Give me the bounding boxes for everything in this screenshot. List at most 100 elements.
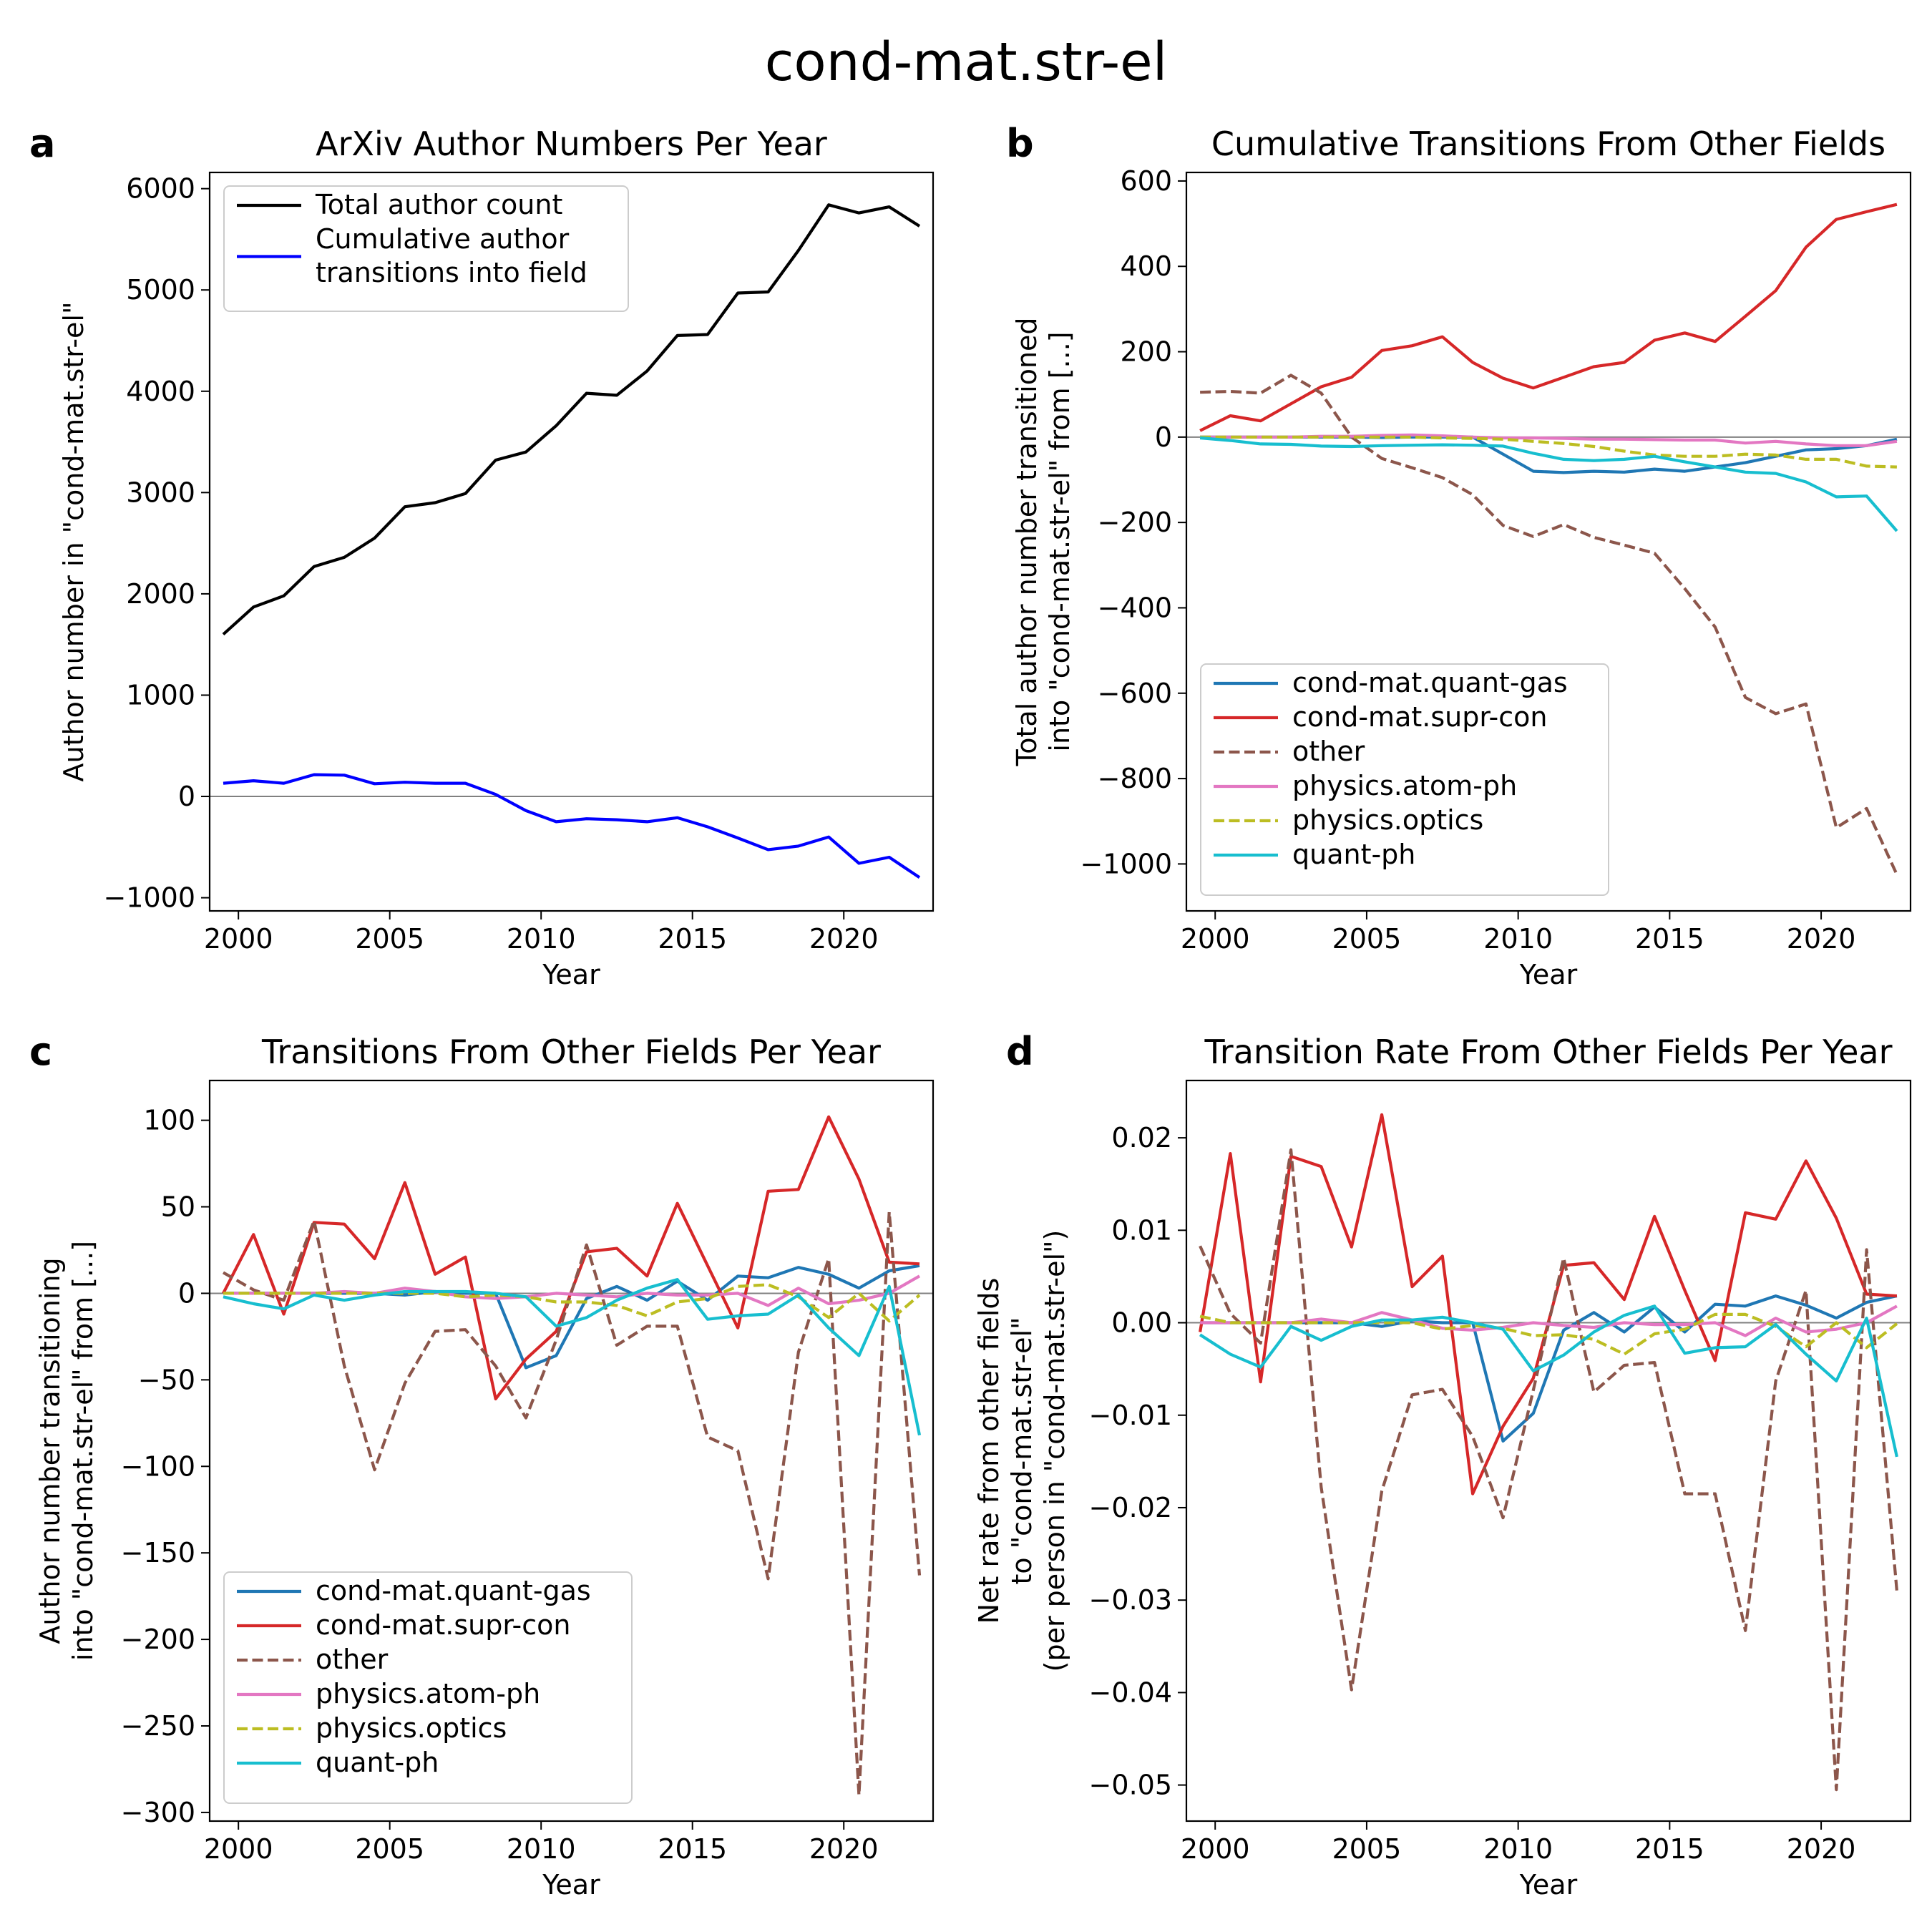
panel-label: d [1006,1029,1034,1074]
y-tick-label: −800 [1098,763,1172,794]
x-axis-label: Year [1519,959,1578,990]
y-tick-label: −0.05 [1089,1770,1172,1801]
y-tick-label: −150 [121,1537,195,1568]
legend-frame [223,1571,633,1804]
x-axis-label: Year [542,1869,600,1901]
series-line-quant-ph [1199,1304,1898,1458]
legend-frame [1200,663,1609,896]
y-tick-label: 100 [143,1105,195,1136]
y-tick-label: −300 [121,1797,195,1828]
y-axis-label: Total author number transitionedinto "co… [1011,317,1075,766]
x-tick-label: 2020 [809,1833,879,1865]
x-tick-label: 2010 [1483,1833,1553,1865]
axes-frame [1185,171,1912,912]
series-line-physics-atom-ph [1200,1304,1898,1337]
legend-label: other [1292,736,1365,767]
panel-b: b Cumulative Transitions From Other Field… [1006,121,1912,990]
y-tick-label: 50 [161,1191,195,1223]
panel-a: a ArXiv Author Numbers Per Year 2000 2005 20… [29,121,935,990]
series-line-total-author-count [222,203,921,636]
y-tick-label: −50 [138,1364,195,1395]
y-axis-label: Net rate from other fieldsto "cond-mat.s… [973,1230,1070,1672]
x-tick-label: 2015 [1635,1833,1704,1865]
series-line-other [1200,374,1898,876]
y-axis-label: Author number in "cond-mat.str-el" [58,302,89,782]
x-tick-label: 2000 [1181,923,1250,955]
legend-label: cond-mat.supr-con [1292,701,1547,733]
x-tick-label: 2010 [507,1833,576,1865]
y-tick-label: 0 [178,781,195,812]
legend-label: Total author count [315,189,562,220]
y-tick-label: −0.03 [1089,1584,1172,1616]
x-tick-label: 2015 [1635,923,1704,955]
panel-title: Transition Rate From Other Fields Per Ye… [1204,1033,1892,1071]
y-tick-label: 0 [1155,421,1172,453]
x-tick-label: 2015 [658,1833,727,1865]
x-axis-label: Year [542,959,600,990]
legend: cond-mat.quant-gascond-mat.supr-conother… [223,1571,633,1804]
series-line-quant-ph [1199,436,1898,532]
y-tick-label: −0.02 [1089,1492,1172,1523]
y-tick-label: 0.00 [1111,1307,1172,1339]
y-tick-label: 0.02 [1111,1122,1172,1153]
axes-frame [1185,1079,1912,1823]
y-tick-label: −1000 [1080,848,1172,879]
legend: cond-mat.quant-gascond-mat.supr-conother… [1200,663,1609,896]
y-tick-label: −0.01 [1089,1400,1172,1431]
panel-d: d Transition Rate From Other Fields Per Y… [973,1029,1912,1901]
x-axis-label: Year [1519,1869,1578,1901]
legend-label: cond-mat.supr-con [316,1609,570,1641]
series-line-physics-optics [1200,435,1897,469]
x-tick-label: 2000 [204,1833,273,1865]
y-tick-label: 4000 [126,376,195,407]
x-tick-label: 2010 [507,923,576,955]
axes-frame [208,171,935,912]
legend-label: quant-ph [316,1747,439,1778]
panel-c: c Transitions From Other Fields Per Year 2… [29,1029,935,1901]
x-tick-label: 2000 [204,923,273,955]
y-tick-label: 0.01 [1111,1214,1172,1246]
x-tick-label: 2005 [355,1833,424,1865]
legend-label: cond-mat.quant-gas [1292,667,1568,698]
y-tick-label: 2000 [126,578,195,610]
y-tick-label: −0.04 [1089,1677,1172,1708]
legend-label: cond-mat.quant-gas [316,1575,591,1606]
y-tick-label: −1000 [103,882,195,914]
y-tick-label: 3000 [126,477,195,508]
y-tick-label: 600 [1120,165,1172,197]
legend-label: physics.optics [316,1712,507,1744]
legend-label: Cumulative author transitions into field [316,223,587,288]
y-tick-label: −200 [1098,507,1172,538]
legend-label: physics.optics [1292,804,1483,836]
panel-title: Transitions From Other Fields Per Year [261,1033,881,1071]
x-tick-label: 2015 [658,923,727,955]
x-tick-label: 2020 [1787,923,1856,955]
panel-label: a [29,121,55,166]
y-tick-label: −100 [121,1450,195,1482]
y-tick-label: 5000 [126,274,195,306]
y-axis-label: Author number transitioninginto "cond-ma… [34,1241,99,1661]
y-tick-label: 0 [178,1277,195,1309]
legend-label: quant-ph [1292,839,1415,870]
panel-label: b [1006,121,1034,166]
x-tick-label: 2010 [1483,923,1553,955]
y-tick-label: 1000 [126,679,195,711]
legend-label: other [316,1644,389,1675]
axes-frame [208,1079,935,1823]
y-tick-label: −400 [1098,592,1172,623]
legend-label: physics.atom-ph [316,1678,540,1709]
legend-label: physics.atom-ph [1292,770,1517,801]
x-tick-label: 2020 [1787,1833,1856,1865]
panel-title: Cumulative Transitions From Other Fields [1211,125,1885,163]
series-line-cumulative-author [223,773,921,879]
y-tick-label: 200 [1120,336,1172,368]
x-tick-label: 2005 [355,923,424,955]
legend-frame [223,185,629,312]
y-tick-label: −600 [1098,678,1172,709]
x-tick-label: 2000 [1181,1833,1250,1865]
y-tick-label: 6000 [126,173,195,205]
x-tick-label: 2020 [809,923,879,955]
figure-title: cond-mat.str-el [765,31,1168,93]
